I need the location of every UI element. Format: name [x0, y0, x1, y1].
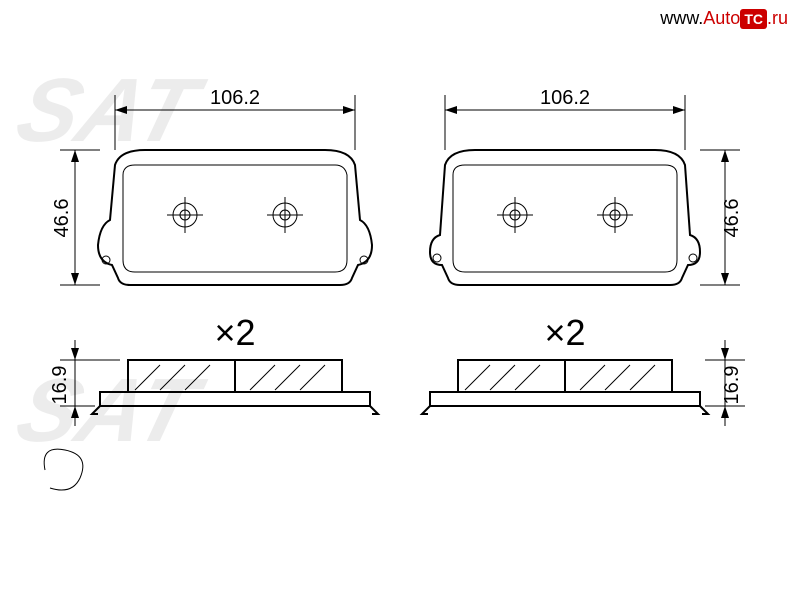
dim-height-right-val: 46.6 [721, 199, 743, 238]
diagram-canvas: SAT SAT www.AutoTC.ru 106.2 [0, 0, 800, 600]
dim-thick-right-val: 16.9 [721, 366, 743, 405]
right-pad-inner [453, 165, 677, 272]
dim-height-left-val: 46.6 [51, 199, 73, 238]
left-pad-inner [123, 165, 347, 272]
dim-width-right-val: 106.2 [540, 87, 590, 109]
dim-width-right: 106.2 [445, 87, 685, 150]
technical-drawing: 106.2 46.6 [0, 0, 800, 600]
left-brake-pad-group: 106.2 46.6 [44, 87, 378, 490]
dim-thick-left-val: 16.9 [49, 366, 71, 405]
right-pad-outline [430, 150, 700, 285]
dim-width-left-val: 106.2 [210, 87, 260, 109]
left-pad-side-view [92, 360, 378, 414]
logo-mark [44, 449, 83, 490]
dim-height-right: 46.6 [700, 150, 743, 285]
dim-thickness-left: 16.9 [49, 340, 120, 426]
dim-thickness-right: 16.9 [705, 340, 745, 426]
dim-height-left: 46.6 [51, 150, 100, 285]
left-qty: ×2 [214, 312, 255, 353]
left-pad-outline [98, 150, 372, 285]
right-brake-pad-group: 106.2 46.6 ×2 [422, 87, 745, 426]
right-pad-side-view [422, 360, 708, 414]
right-qty: ×2 [544, 312, 585, 353]
dim-width-left: 106.2 [115, 87, 355, 150]
